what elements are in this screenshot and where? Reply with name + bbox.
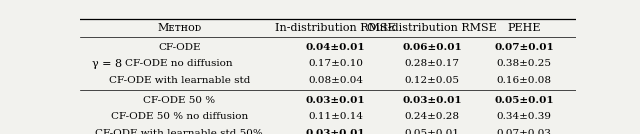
- Text: 0.07±0.01: 0.07±0.01: [494, 42, 554, 52]
- Text: 0.05±0.01: 0.05±0.01: [404, 129, 460, 134]
- Text: CF-ODE: CF-ODE: [158, 42, 200, 52]
- Text: 0.07±0.03: 0.07±0.03: [497, 129, 552, 134]
- Text: CF-ODE with learnable std: CF-ODE with learnable std: [109, 76, 250, 85]
- Text: CF-ODE no diffusion: CF-ODE no diffusion: [125, 59, 233, 68]
- Text: 0.03±0.01: 0.03±0.01: [306, 96, 365, 105]
- Text: 0.24±0.28: 0.24±0.28: [404, 112, 460, 121]
- Text: 0.34±0.39: 0.34±0.39: [497, 112, 552, 121]
- Text: 0.05±0.01: 0.05±0.01: [494, 96, 554, 105]
- Text: 0.06±0.01: 0.06±0.01: [403, 42, 462, 52]
- Text: 0.04±0.01: 0.04±0.01: [306, 42, 365, 52]
- Text: 0.12±0.05: 0.12±0.05: [404, 76, 460, 85]
- Text: 0.38±0.25: 0.38±0.25: [497, 59, 552, 68]
- Text: 0.03±0.01: 0.03±0.01: [403, 96, 462, 105]
- Text: In-distribution RMSE: In-distribution RMSE: [275, 23, 396, 34]
- Text: 0.16±0.08: 0.16±0.08: [497, 76, 552, 85]
- Text: 0.03±0.01: 0.03±0.01: [306, 129, 365, 134]
- Text: 0.08±0.04: 0.08±0.04: [308, 76, 363, 85]
- Text: CF-ODE 50 % no diffusion: CF-ODE 50 % no diffusion: [111, 112, 248, 121]
- Text: 0.11±0.14: 0.11±0.14: [308, 112, 363, 121]
- Text: 0.28±0.17: 0.28±0.17: [404, 59, 460, 68]
- Text: CF-ODE 50 %: CF-ODE 50 %: [143, 96, 215, 105]
- Text: Mᴇᴛʜᴏᴅ: Mᴇᴛʜᴏᴅ: [157, 23, 202, 34]
- Text: CF-ODE with learnable std 50%: CF-ODE with learnable std 50%: [95, 129, 263, 134]
- Text: 0.17±0.10: 0.17±0.10: [308, 59, 363, 68]
- Text: γ = 8: γ = 8: [92, 59, 122, 69]
- Text: PEHE: PEHE: [507, 23, 541, 34]
- Text: Out-distribution RMSE: Out-distribution RMSE: [367, 23, 497, 34]
